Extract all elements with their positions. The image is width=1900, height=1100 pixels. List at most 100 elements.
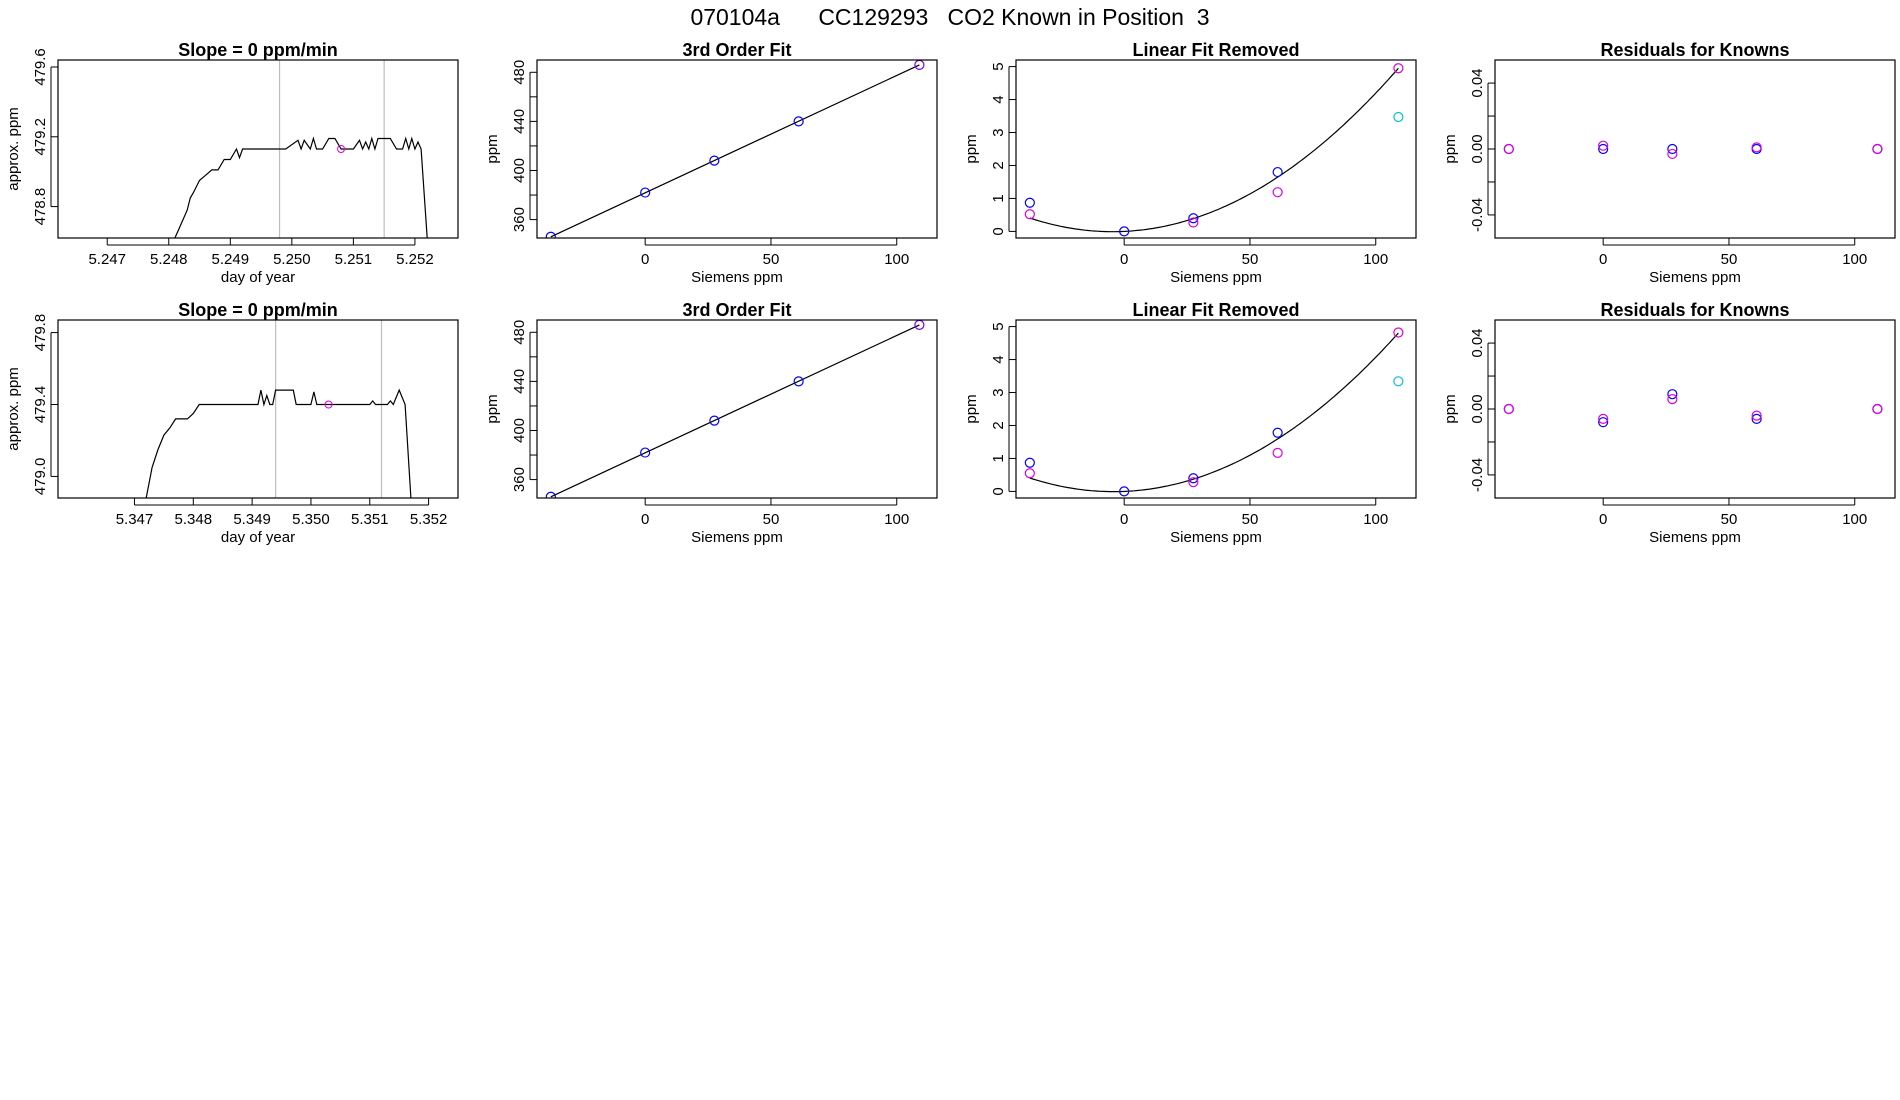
data-point [1598, 413, 1609, 424]
x-tick-label: 5.349 [233, 511, 271, 528]
x-tick-label: 100 [1842, 251, 1867, 268]
y-tick-label: 440 [511, 109, 528, 134]
fit-line [550, 324, 920, 498]
x-tick-label: 0 [641, 251, 649, 268]
plot-data [545, 320, 925, 498]
y-tick-label: 2 [990, 161, 1007, 169]
chart-panel-6: 3rd Order Fit 0 50 100 360 400 440 480 Siemens p… [484, 300, 938, 546]
data-point [793, 376, 804, 387]
plot-frame [1494, 59, 1896, 239]
y-tick-label: 2 [990, 421, 1007, 429]
fit-curve [1029, 67, 1399, 233]
data-point [1272, 166, 1283, 178]
y-tick-label: 478.8 [32, 188, 49, 226]
data-point [1272, 427, 1283, 438]
y-tick-label: 360 [511, 207, 528, 232]
y-tick-label: 1 [990, 194, 1007, 202]
x-tick-label: 5.348 [175, 511, 213, 528]
x-tick-label: 5.252 [396, 251, 434, 268]
chart-title: 3rd Order Fit [682, 40, 791, 60]
chart-panel-8: Residuals for Knowns 0 50 100 -0.04 0.00 0.04 S… [1442, 300, 1896, 546]
x-tick-label: 100 [1363, 251, 1388, 268]
chart-panel-7: Linear Fit Removed 0 50 100 0 1 2 3 4 5 Siemens pp… [963, 300, 1417, 546]
data-point [1751, 142, 1762, 153]
plot-frame [1015, 59, 1417, 239]
y-axis-label: ppm [484, 394, 501, 423]
x-tick-label: 5.352 [410, 511, 448, 528]
x-axis-label: Siemens ppm [1170, 269, 1262, 286]
chart-panel-5: Slope = 0 ppm/min 5.347 5.348 5.349 5.350 5.3… [5, 300, 459, 546]
y-tick-label: 4 [990, 95, 1007, 103]
data-point [1667, 148, 1678, 160]
plot-data [1024, 327, 1404, 497]
plot-data [174, 60, 428, 238]
y-axis-label: ppm [484, 134, 501, 163]
data-point [709, 155, 720, 166]
data-point [1751, 410, 1762, 421]
page-title: 070104a CC129293 CO2 Known in Position 3 [690, 4, 1210, 30]
y-tick-label: 5 [990, 62, 1007, 70]
data-point [1393, 376, 1404, 387]
x-tick-label: 0 [1599, 251, 1607, 268]
x-tick-label: 5.347 [116, 511, 154, 528]
fit-line [550, 64, 920, 238]
y-tick-label: 0.00 [1469, 394, 1486, 423]
data-point [1503, 143, 1514, 155]
y-tick-label: 0.04 [1469, 328, 1486, 357]
y-tick-label: 4 [990, 355, 1007, 363]
data-point [640, 187, 651, 198]
chart-title: Residuals for Knowns [1600, 40, 1789, 60]
x-tick-label: 5.247 [88, 251, 126, 268]
y-tick-label: 5 [990, 322, 1007, 330]
x-axis-label: Siemens ppm [1170, 529, 1262, 546]
x-tick-label: 0 [641, 511, 649, 528]
chart-title: Residuals for Knowns [1600, 300, 1789, 320]
y-tick-label: 1 [990, 454, 1007, 462]
series-line [145, 388, 412, 498]
data-point [324, 400, 333, 409]
y-tick-label: 400 [511, 158, 528, 183]
y-tick-label: 479.2 [32, 118, 49, 156]
x-tick-label: 5.249 [212, 251, 250, 268]
x-tick-label: 50 [1721, 511, 1738, 528]
chart-title: Slope = 0 ppm/min [178, 300, 338, 320]
x-tick-label: 5.351 [351, 511, 389, 528]
fit-curve [1029, 332, 1399, 493]
plot-data [145, 320, 412, 498]
data-point [1872, 403, 1883, 415]
x-axis-label: Siemens ppm [1649, 529, 1741, 546]
y-tick-label: -0.04 [1469, 458, 1486, 492]
y-tick-label: 479.6 [32, 48, 49, 86]
y-tick-label: 3 [990, 388, 1007, 396]
plot-data [1024, 63, 1404, 237]
data-point [1598, 143, 1609, 155]
y-tick-label: 479.4 [32, 386, 49, 424]
data-point [1188, 213, 1199, 224]
y-tick-label: 0 [990, 487, 1007, 495]
x-axis-label: Siemens ppm [691, 529, 783, 546]
plot-data [545, 60, 925, 238]
x-tick-label: 50 [1242, 511, 1259, 528]
x-tick-label: 0 [1120, 251, 1128, 268]
data-point [1872, 143, 1883, 155]
series-line [174, 136, 428, 238]
data-point [640, 447, 651, 458]
x-tick-label: 100 [1842, 511, 1867, 528]
y-tick-label: 0.04 [1469, 68, 1486, 97]
x-tick-label: 100 [884, 251, 909, 268]
data-point [1188, 477, 1199, 488]
x-axis-label: Siemens ppm [691, 269, 783, 286]
y-tick-label: -0.04 [1469, 198, 1486, 232]
data-point [1751, 413, 1762, 424]
data-point [1024, 197, 1035, 208]
data-point [1119, 226, 1130, 237]
plot-frame [536, 319, 938, 499]
y-tick-label: 479.0 [32, 458, 49, 496]
x-tick-label: 100 [884, 511, 909, 528]
y-axis-label: ppm [963, 394, 980, 423]
x-axis-label: day of year [221, 269, 295, 286]
x-tick-label: 5.248 [150, 251, 188, 268]
x-tick-label: 50 [763, 511, 780, 528]
plot-data [1503, 140, 1883, 160]
